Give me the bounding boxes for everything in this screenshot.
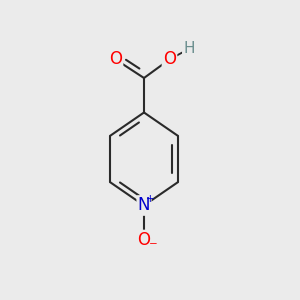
Text: O: O <box>137 231 151 249</box>
Text: O: O <box>163 50 176 68</box>
Text: +: + <box>146 194 155 204</box>
Text: O: O <box>109 50 122 68</box>
Text: N: N <box>138 196 150 214</box>
Text: H: H <box>183 41 195 56</box>
Text: −: − <box>148 239 158 250</box>
